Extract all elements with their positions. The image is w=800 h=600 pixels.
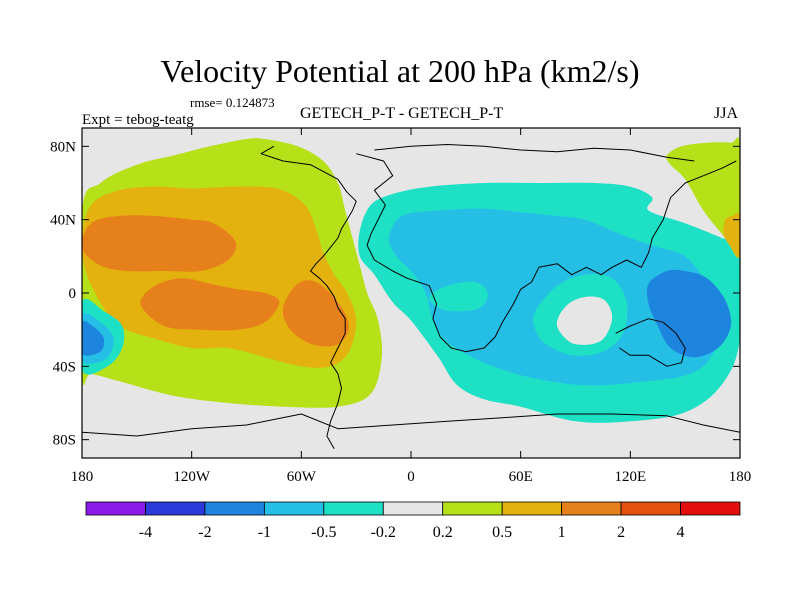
region-northeast-positive-0.5 — [723, 212, 740, 258]
colorbar-label: 2 — [617, 524, 625, 541]
y-tick-label: 80N — [50, 139, 76, 155]
x-tick-label: 180 — [729, 469, 752, 485]
colorbar-swatch — [263, 501, 325, 516]
chart-subtitle: GETECH_P-T - GETECH_P-T — [300, 105, 504, 122]
coastline-australia — [615, 318, 686, 367]
coastline-americas — [260, 145, 357, 450]
x-tick-label: 60E — [509, 469, 533, 485]
region-westpacific-negative-1 — [646, 269, 732, 358]
region-indian-neutral — [556, 296, 613, 345]
colorbar-label: 0.2 — [433, 524, 453, 541]
colorbar-label: -0.5 — [311, 524, 336, 541]
coastlines — [82, 144, 740, 450]
colorbar-label: 1 — [558, 524, 566, 541]
season-label: JJA — [714, 105, 739, 122]
region-pacific-inner-positive-0.5 — [222, 269, 265, 287]
colorbar-label: 0.5 — [492, 524, 512, 541]
colorbar-swatch — [442, 501, 503, 516]
rmse-label: rmse= 0.124873 — [190, 95, 275, 110]
colorbar-label: -0.2 — [371, 524, 396, 541]
y-tick-label: 80S — [53, 433, 76, 449]
colorbar-label: 4 — [677, 524, 685, 541]
region-inner-negative-0.2 — [429, 281, 488, 312]
y-tick-label: 0 — [69, 286, 77, 302]
colorbar-swatch — [382, 501, 444, 516]
colorbar-swatch — [680, 501, 741, 516]
colorbar-swatch — [620, 501, 681, 516]
region-eastpacific-positive-1 — [140, 278, 280, 331]
colorbar-swatch — [323, 501, 384, 516]
x-tick-label: 60W — [287, 469, 317, 485]
coastline-antarctica — [82, 413, 740, 437]
colorbar-swatch — [204, 501, 265, 516]
x-tick-label: 120W — [173, 469, 211, 485]
coastline-afroeurasia — [356, 153, 737, 353]
chart-title: Velocity Potential at 200 hPa (km2/s) — [160, 53, 640, 89]
field-regions — [82, 137, 740, 423]
x-tick-label: 180 — [71, 469, 94, 485]
colorbar-label: -4 — [139, 524, 152, 541]
colorbar-label: -2 — [198, 524, 211, 541]
region-northeast-positive-0.2 — [666, 137, 740, 258]
region-pacific-positive-1 — [82, 215, 237, 272]
colorbar: -4 -2 -1 -0.5 -0.2 0.2 0.5 1 2 4 — [85, 501, 741, 541]
axes: 180 120W 60W 0 60E 120E 180 80N 40N 0 40S 80S — [50, 128, 751, 485]
y-tick-label: 40S — [53, 359, 76, 375]
colorbar-swatch — [501, 501, 563, 516]
colorbar-label: -1 — [258, 524, 271, 541]
coastline-north — [374, 144, 695, 162]
region-atlantic-positive-1 — [282, 280, 349, 347]
region-southwest-negative-1 — [82, 321, 105, 356]
colorbar-swatch — [145, 501, 206, 516]
colorbar-swatch — [85, 501, 146, 516]
colorbar-swatch — [561, 501, 622, 516]
expt-label: Expt = tebog-teatg — [82, 112, 194, 128]
x-tick-label: 0 — [407, 469, 415, 485]
y-tick-label: 40N — [50, 213, 76, 229]
x-tick-label: 120E — [614, 469, 646, 485]
